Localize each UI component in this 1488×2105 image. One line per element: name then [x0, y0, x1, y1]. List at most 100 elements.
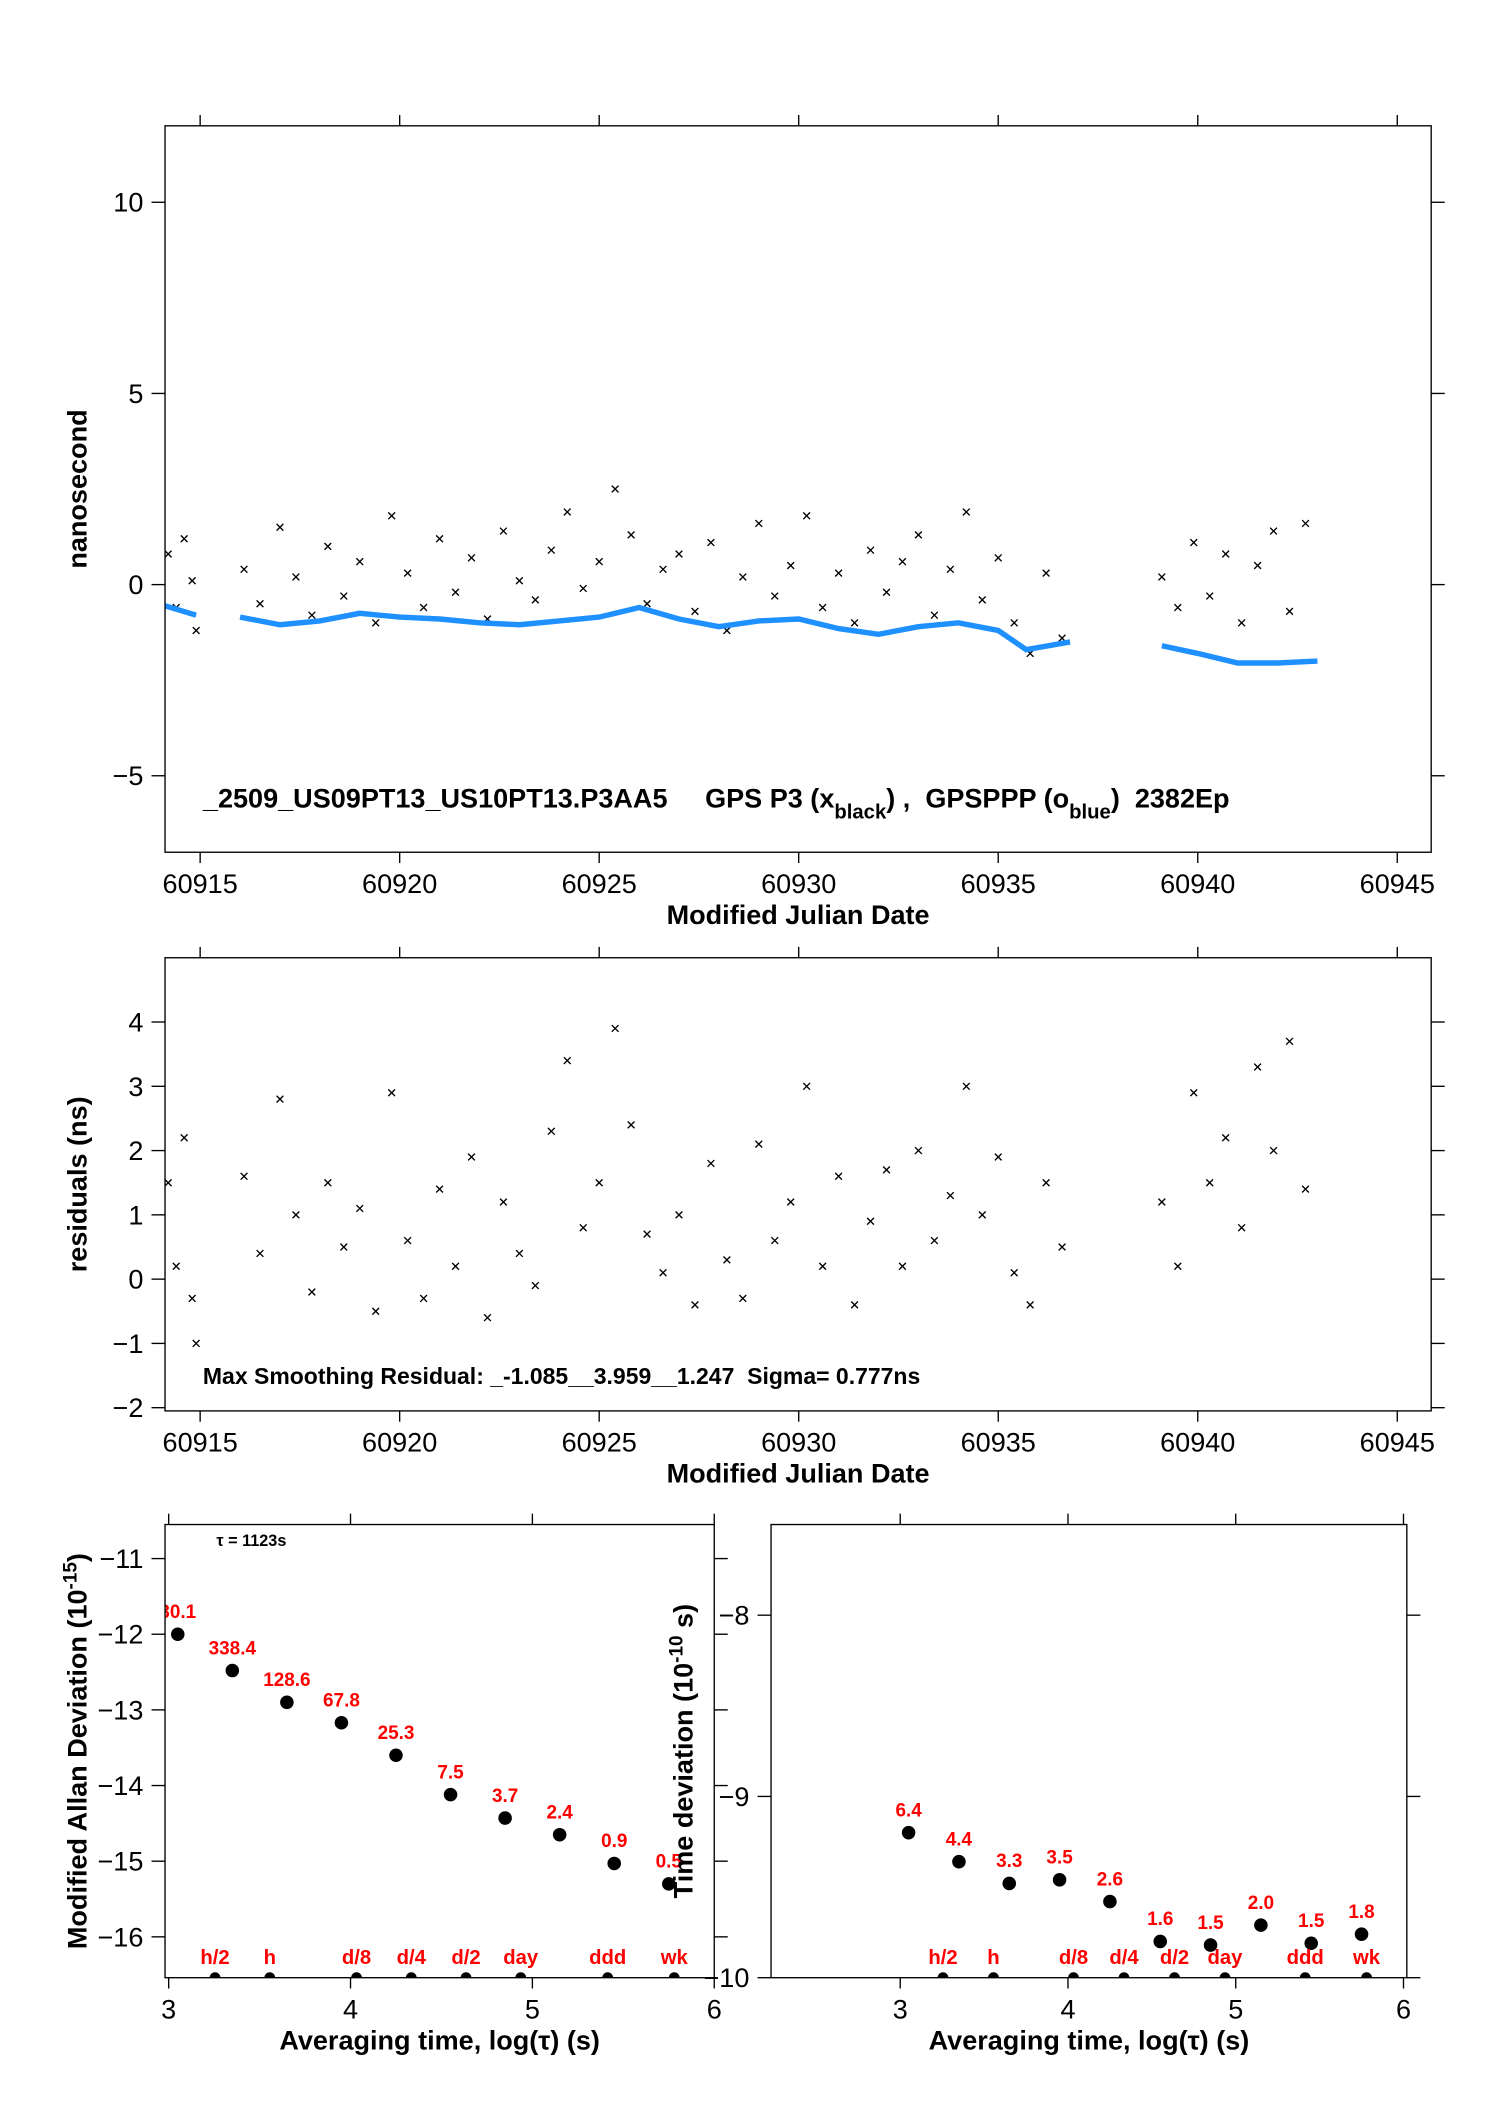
- cross-point: [866, 546, 875, 555]
- cross-point: [850, 618, 859, 627]
- x-tick-label: 5: [525, 1994, 540, 2024]
- cross-point: [308, 611, 316, 620]
- plot-frame: [164, 125, 1432, 853]
- cross-point: [188, 1294, 197, 1303]
- x-tick-label: 60920: [362, 1427, 437, 1457]
- cross-point: [898, 1262, 907, 1271]
- cross-point: [339, 592, 348, 600]
- cross-point: [292, 1210, 300, 1219]
- cross-point: [451, 588, 460, 597]
- cross-point: [467, 1153, 476, 1161]
- dot-point: [1254, 1918, 1268, 1932]
- cross-point: [595, 557, 604, 566]
- cross-point: [802, 1082, 811, 1091]
- annotation: Max Smoothing Residual: _-1.085__3.959__…: [203, 1363, 920, 1389]
- cross-point: [165, 550, 173, 558]
- cross-point: [1237, 618, 1246, 627]
- interval-label: d/8: [342, 1947, 371, 1969]
- cross-point: [276, 1095, 284, 1104]
- dot-point: [1153, 1934, 1168, 1949]
- y-tick-label: −14: [97, 1771, 143, 1801]
- y-tick-label: 1: [128, 1200, 143, 1230]
- plot-area: [165, 1024, 1310, 1348]
- cross-point: [531, 1281, 540, 1290]
- y-tick-label: 3: [128, 1072, 143, 1102]
- cross-point: [898, 557, 907, 566]
- cross-point: [419, 603, 428, 612]
- y-axis-label: Time deviation (10-10 s): [666, 1604, 698, 1898]
- interval-marker: [209, 1972, 221, 1978]
- x-tick-label: 6: [707, 1994, 722, 2024]
- x-tick-label: 60915: [163, 1427, 238, 1457]
- cross-point: [240, 1172, 248, 1181]
- point-label: 0.5: [656, 1852, 682, 1873]
- interval-label: day: [503, 1947, 539, 1969]
- dot-point: [1002, 1876, 1017, 1891]
- y-axis-label-part: ): [63, 1553, 93, 1562]
- y-tick-label: −13: [97, 1695, 143, 1725]
- dot-point: [1052, 1873, 1067, 1887]
- cross-point: [914, 1146, 923, 1155]
- cross-point: [180, 534, 189, 543]
- y-tick-label: −8: [719, 1601, 750, 1631]
- dot-point: [498, 1811, 512, 1825]
- cross-point: [435, 534, 444, 543]
- cross-point: [371, 618, 380, 627]
- cross-point: [786, 561, 795, 570]
- cross-point: [1173, 603, 1182, 612]
- cross-point: [802, 511, 811, 520]
- dot-point: [280, 1695, 294, 1710]
- cross-point: [499, 527, 508, 535]
- y-axis-label: nanosecond: [63, 409, 93, 568]
- cross-point: [1269, 527, 1278, 535]
- cross-point: [595, 1178, 604, 1187]
- y-axis-label-part: Modified Allan Deviation (10: [63, 1589, 93, 1949]
- interval-label: h: [987, 1947, 999, 1969]
- plot-area: 6.4 4.4 3.3 3.5 2.6 1.6 1.5 2.0 1.5 1.8: [895, 1800, 1375, 1978]
- cross-point: [1253, 561, 1262, 570]
- dot-point: [1304, 1936, 1318, 1951]
- interval-label: d/2: [451, 1947, 480, 1969]
- dot-point: [225, 1663, 240, 1678]
- cross-point: [403, 569, 412, 577]
- cross-point: [1205, 592, 1214, 600]
- annotation: _2509_US09PT13_US10PT13.P3AA5 GPS P3 (xb…: [202, 784, 1230, 824]
- y-tick-label: 0: [128, 1265, 143, 1295]
- cross-point: [691, 1300, 699, 1309]
- point-label: 2.6: [1097, 1869, 1123, 1890]
- cross-point: [946, 565, 955, 574]
- cross-point: [1253, 1063, 1262, 1071]
- cross-point: [770, 1236, 779, 1245]
- cross-point: [930, 1236, 939, 1245]
- annotation-part: ) , GPSPPP (o: [886, 784, 1069, 814]
- plot-frame: [164, 1523, 715, 1979]
- interval-marker: [351, 1972, 362, 1978]
- cross-point: [1010, 618, 1019, 627]
- interval-marker: [602, 1972, 614, 1978]
- cross-point: [675, 550, 683, 558]
- dot-point: [389, 1748, 403, 1763]
- y-tick-label: 4: [128, 1007, 143, 1037]
- y-tick-label: −5: [113, 761, 144, 791]
- cross-point: [850, 1300, 859, 1309]
- point-label: 7.5: [437, 1762, 463, 1783]
- interval-label: h/2: [200, 1947, 229, 1969]
- dot-point: [662, 1877, 676, 1891]
- cross-point: [818, 1262, 827, 1271]
- y-axis-label-part: -10: [666, 1635, 687, 1662]
- y-tick-label: −10: [704, 1963, 750, 1993]
- cross-point: [467, 553, 476, 562]
- cross-point: [531, 596, 540, 604]
- cross-point: [707, 538, 715, 547]
- cross-point: [172, 1262, 181, 1271]
- cross-point: [770, 592, 779, 600]
- interval-label: wk: [660, 1947, 689, 1969]
- plot-area: 30.1 338.4 128.6 67.8 25.3 7.5 3.7 2.4 0.9 0.5: [165, 1602, 682, 1978]
- cross-point: [723, 1255, 731, 1264]
- cross-point: [323, 1178, 332, 1187]
- x-tick-label: 4: [1060, 1994, 1075, 2024]
- cross-point: [675, 1210, 683, 1219]
- cross-point: [563, 508, 572, 516]
- x-tick-label: 6: [1396, 1994, 1411, 2024]
